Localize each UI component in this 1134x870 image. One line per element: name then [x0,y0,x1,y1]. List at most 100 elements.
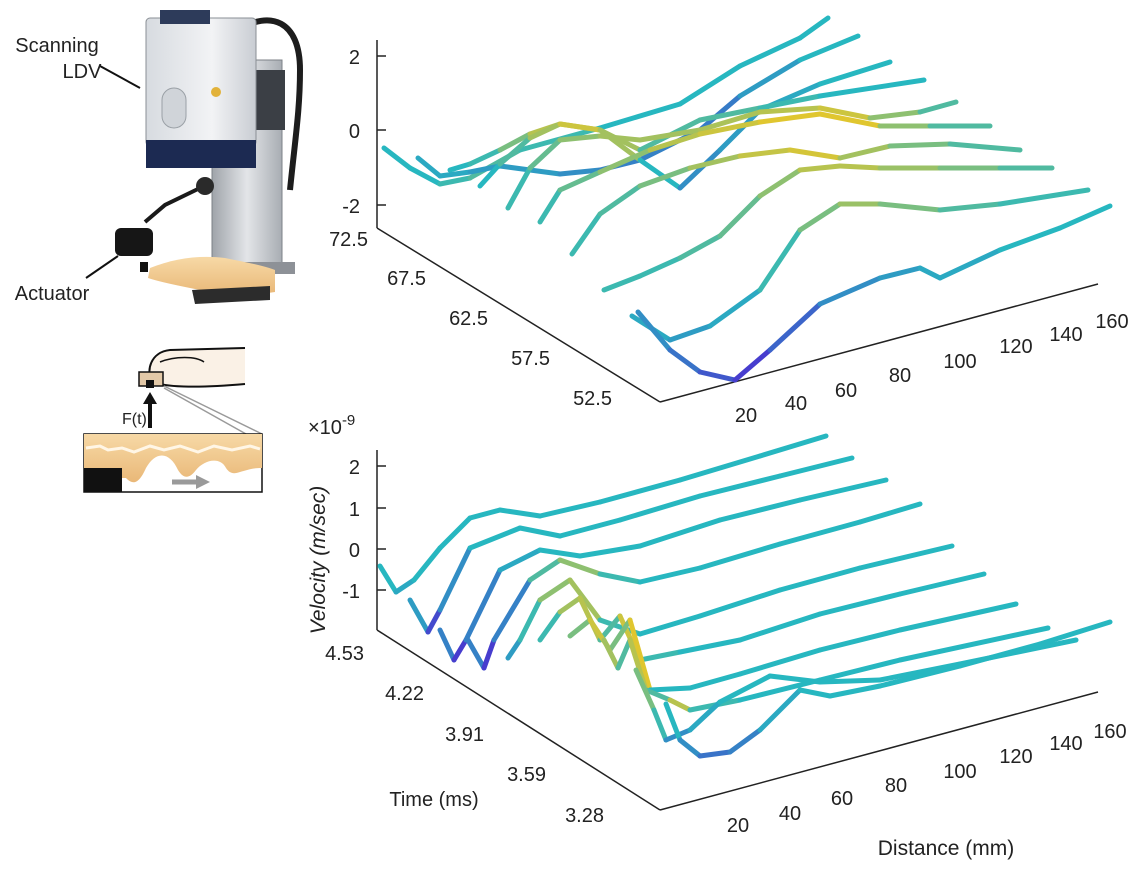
top-series-segment [637,165,693,189]
top-x-tick: 100 [943,351,976,373]
bottom-series-segment [697,473,783,499]
bottom-series-segment [697,749,733,759]
top-y-tick-labels: 72.5 67.5 62.5 57.5 52.5 [329,229,612,410]
ldv-window [161,87,187,129]
ldv-callout-line [99,65,141,89]
top-series-segment [757,227,803,293]
zoom-line-1 [163,387,247,435]
bottom-exponent: ×10-9 [308,412,355,439]
bottom-z-tick-labels: 2 1 0 -1 [342,457,360,603]
zoom-line-2 [163,385,263,435]
top-series-segment [557,167,603,177]
top-axes [376,40,1099,403]
top-series-segment [667,323,713,343]
top-series-segment [767,301,823,353]
bottom-series-segment [827,683,883,699]
bottom-series-segment [817,677,883,685]
top-series-segment [635,309,673,353]
bottom-series-segment [677,453,763,483]
top-series-segment [837,163,883,171]
bottom-y-tick: 3.91 [445,724,484,746]
tissue-probe [84,468,122,492]
bottom-series-segment [957,641,1043,669]
bottom-y-axis [376,629,661,811]
top-series-segment [917,265,943,281]
top-series-segment [937,201,1003,213]
top-x-tick-labels: 20 40 60 80 100 120 140 160 [735,311,1129,427]
top-x-tick: 160 [1095,311,1128,333]
bottom-series-segment [437,545,473,613]
top-series-4 [477,77,927,189]
top-series-1 [381,15,831,187]
bottom-series-segment [377,563,399,595]
top-series-segment [697,369,738,383]
top-series-segment [381,145,413,171]
top-series-segment [947,141,1023,153]
bottom-series-segment [857,543,955,571]
top-series-segment [557,133,603,143]
bottom-series-segment [425,607,443,635]
top-series-segment [597,183,643,217]
bottom-series-segment [497,507,543,519]
bottom-series-segment [393,577,417,595]
bottom-series-segment [537,577,573,603]
bottom-series-segment [411,545,443,583]
bottom-series-segment [797,477,889,503]
top-series-segment [697,119,763,137]
top-series-segment [757,105,823,115]
bottom-series-segment [465,637,487,671]
bottom-x-tick: 160 [1093,721,1126,743]
top-series-segment [732,347,773,383]
actuator-tip [140,262,148,272]
bottom-series-segment [567,577,603,623]
skin-wave-schematic: F(t) [83,347,263,493]
top-series-segment [497,135,533,167]
top-series-8 [601,163,1055,293]
top-series-segment [737,147,793,159]
stand-clamp [255,70,285,130]
bottom-series-segment [727,727,763,755]
wave-direction-arrow-head [196,475,210,489]
bottom-z-tick: 2 [349,457,360,479]
bottom-series-segment [407,597,431,635]
top-x-tick: 140 [1049,324,1082,346]
top-series-segment [697,109,763,133]
top-series-segment [757,167,803,199]
top-series-segment [817,105,873,121]
bottom-series-segment [1037,619,1113,647]
bottom-series-segment [467,507,503,521]
top-series-segment [717,107,763,153]
top-series-segment [437,169,473,179]
bottom-series-segment [877,661,963,683]
bottom-series-segment [633,667,657,713]
top-series-segment [797,33,861,63]
ldv-label-line2: LDV [63,61,103,83]
bottom-series-10 [663,619,1113,759]
actuator-callout-line [85,255,119,279]
top-series-segment [537,187,563,225]
top-series-segment [787,147,843,161]
top-series-segment [797,15,831,41]
top-series-segment [677,233,723,261]
bottom-series-segment [757,687,803,733]
top-series-segment [505,165,533,211]
bottom-x-tick: 40 [779,803,801,825]
actuator-label: Actuator [15,283,90,305]
bottom-series-segment [537,499,603,519]
top-series-segment [737,57,803,99]
ldv-label-line1: Scanning [15,35,98,57]
bottom-series-5 [505,543,955,661]
top-series-segment [527,121,563,141]
bottom-series-segment [497,547,543,573]
top-x-tick: 20 [735,405,757,427]
bottom-series-segment [437,627,457,663]
top-series-segment [797,163,843,173]
top-series-segment [597,101,683,131]
ldv-top [160,10,210,24]
top-series-segment [601,273,643,293]
bottom-z-tick: 0 [349,540,360,562]
bottom-series-segment [717,497,803,523]
bottom-series-segment [651,707,669,743]
top-series-segment [737,35,803,69]
actuator-body [115,228,153,256]
